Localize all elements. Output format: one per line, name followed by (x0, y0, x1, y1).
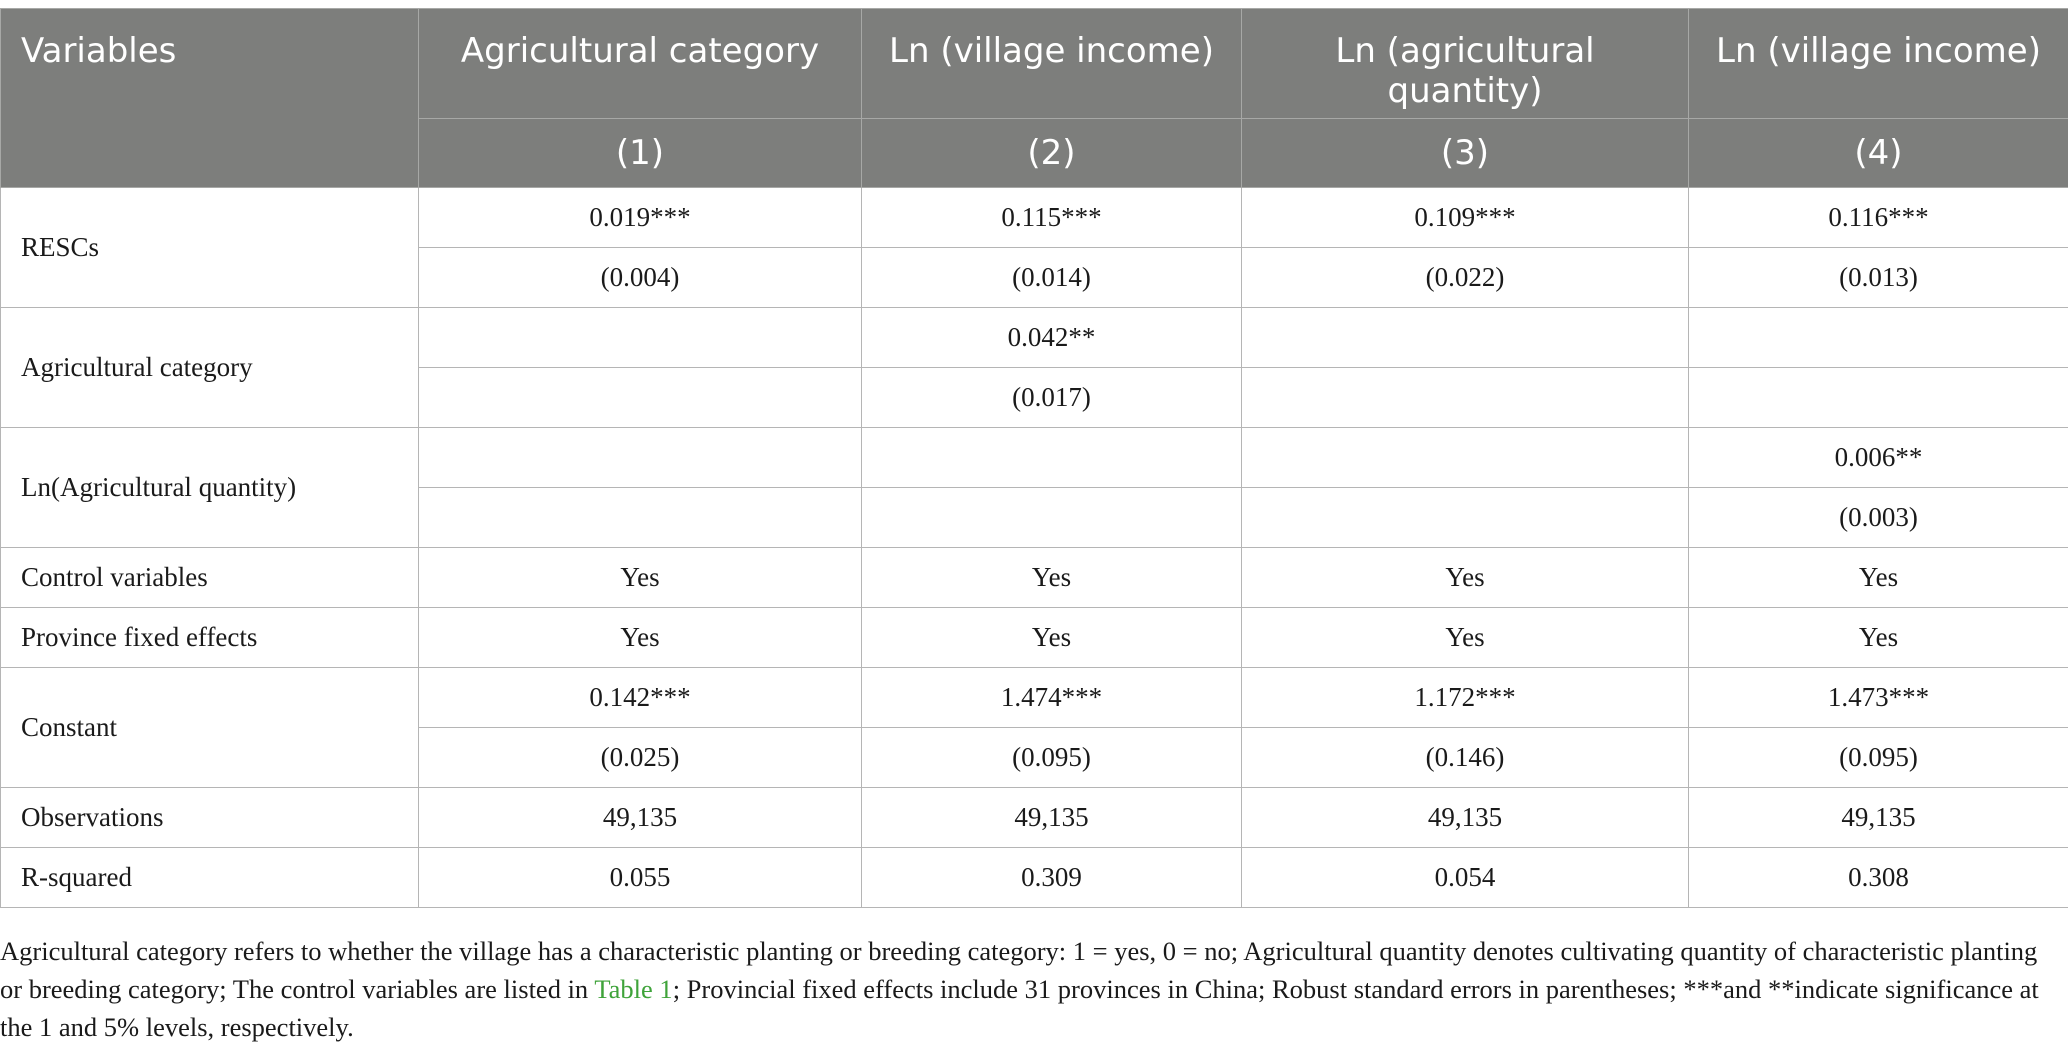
row-label-agri-quantity: Ln(Agricultural quantity) (0, 427, 419, 548)
header-num-4: (4) (1688, 118, 2068, 188)
cell-rescs-coef-4: 0.116*** (1688, 187, 2068, 248)
cell-agri-quantity-se-2 (861, 487, 1242, 548)
cell-observations-4: 49,135 (1688, 787, 2068, 848)
table-row-rescs-se: (0.004) (0.014) (0.022) (0.013) (1, 247, 2068, 308)
header-row-numbers: (1) (2) (3) (4) (1, 118, 2068, 188)
cell-rescs-coef-1: 0.019*** (418, 187, 862, 248)
cell-constant-se-1: (0.025) (418, 727, 862, 788)
header-col-2: Ln (village income) (861, 8, 1242, 119)
table-row-province-fe: Province fixed effects Yes Yes Yes Yes (0, 607, 2068, 668)
cell-observations-3: 49,135 (1241, 787, 1689, 848)
row-label-constant: Constant (0, 667, 419, 788)
table-body: RESCs 0.019*** 0.115*** 0.109*** 0.116**… (0, 187, 2068, 908)
header-variables: Variables (0, 8, 419, 188)
cell-agri-category-coef-3 (1241, 307, 1689, 368)
cell-agri-category-coef-2: 0.042** (861, 307, 1242, 368)
row-label-controls: Control variables (0, 547, 419, 608)
header-row-titles: Variables Agricultural category Ln (vill… (0, 8, 2068, 188)
header-col-3: Ln (agricultural quantity) (1241, 8, 1689, 119)
cell-observations-2: 49,135 (861, 787, 1242, 848)
table-row-r-squared: R-squared 0.055 0.309 0.054 0.308 (0, 847, 2068, 908)
cell-province-fe-2: Yes (861, 607, 1242, 668)
header-num-3: (3) (1241, 118, 1689, 188)
cell-province-fe-3: Yes (1241, 607, 1689, 668)
footnote-text-start: Agricultural category refers to whether … (0, 936, 2038, 1004)
table-row-agri-quantity-se: (0.003) (1, 487, 2068, 548)
cell-rescs-se-1: (0.004) (418, 247, 862, 308)
cell-province-fe-1: Yes (418, 607, 862, 668)
cell-rescs-coef-3: 0.109*** (1241, 187, 1689, 248)
cell-controls-2: Yes (861, 547, 1242, 608)
cell-rescs-coef-2: 0.115*** (861, 187, 1242, 248)
table-row-controls: Control variables Yes Yes Yes Yes (0, 547, 2068, 608)
cell-agri-quantity-se-1 (418, 487, 862, 548)
cell-r-squared-2: 0.309 (861, 847, 1242, 908)
cell-constant-se-2: (0.095) (861, 727, 1242, 788)
cell-observations-1: 49,135 (418, 787, 862, 848)
row-label-r-squared: R-squared (0, 847, 419, 908)
cell-agri-category-se-4 (1688, 367, 2068, 428)
cell-agri-quantity-coef-2 (861, 427, 1242, 488)
cell-agri-quantity-coef-4: 0.006** (1688, 427, 2068, 488)
footnote-text-end: ; Provincial fixed effects include 31 pr… (0, 974, 2039, 1042)
row-label-agri-category: Agricultural category (0, 307, 419, 428)
cell-agri-category-coef-4 (1688, 307, 2068, 368)
cell-agri-quantity-coef-1 (418, 427, 862, 488)
header-col-4: Ln (village income) (1688, 8, 2068, 119)
table-row-observations: Observations 49,135 49,135 49,135 49,135 (0, 787, 2068, 848)
cell-controls-1: Yes (418, 547, 862, 608)
cell-constant-coef-1: 0.142*** (418, 667, 862, 728)
table-header: Variables Agricultural category Ln (vill… (0, 8, 2068, 188)
cell-agri-category-se-2: (0.017) (861, 367, 1242, 428)
cell-constant-coef-3: 1.172*** (1241, 667, 1689, 728)
table-row-rescs-coef: RESCs 0.019*** 0.115*** 0.109*** 0.116**… (0, 187, 2068, 308)
table-row-agri-category-se: (0.017) (1, 367, 2068, 428)
cell-agri-quantity-se-3 (1241, 487, 1689, 548)
table-row-constant-coef: Constant 0.142*** 1.474*** 1.172*** 1.47… (0, 667, 2068, 788)
table-row-agri-category-coef: Agricultural category 0.042** (0, 307, 2068, 428)
cell-r-squared-4: 0.308 (1688, 847, 2068, 908)
cell-agri-category-se-1 (418, 367, 862, 428)
cell-agri-quantity-se-4: (0.003) (1688, 487, 2068, 548)
header-num-1: (1) (418, 118, 862, 188)
cell-r-squared-3: 0.054 (1241, 847, 1689, 908)
cell-controls-4: Yes (1688, 547, 2068, 608)
cell-rescs-se-3: (0.022) (1241, 247, 1689, 308)
results-table-container: Variables Agricultural category Ln (vill… (0, 8, 2068, 908)
cell-r-squared-1: 0.055 (418, 847, 862, 908)
cell-rescs-se-2: (0.014) (861, 247, 1242, 308)
header-num-2: (2) (861, 118, 1242, 188)
cell-constant-coef-2: 1.474*** (861, 667, 1242, 728)
table-1-link[interactable]: Table 1 (594, 974, 673, 1004)
cell-agri-quantity-coef-3 (1241, 427, 1689, 488)
cell-agri-category-coef-1 (418, 307, 862, 368)
cell-controls-3: Yes (1241, 547, 1689, 608)
cell-rescs-se-4: (0.013) (1688, 247, 2068, 308)
table-row-agri-quantity-coef: Ln(Agricultural quantity) 0.006** (0, 427, 2068, 548)
cell-constant-se-4: (0.095) (1688, 727, 2068, 788)
row-label-province-fe: Province fixed effects (0, 607, 419, 668)
row-label-rescs: RESCs (0, 187, 419, 308)
table-footnote: Agricultural category refers to whether … (0, 932, 2060, 1046)
cell-constant-se-3: (0.146) (1241, 727, 1689, 788)
cell-constant-coef-4: 1.473*** (1688, 667, 2068, 728)
cell-agri-category-se-3 (1241, 367, 1689, 428)
cell-province-fe-4: Yes (1688, 607, 2068, 668)
header-col-1: Agricultural category (418, 8, 862, 119)
row-label-observations: Observations (0, 787, 419, 848)
regression-results-table: Variables Agricultural category Ln (vill… (0, 8, 2068, 908)
